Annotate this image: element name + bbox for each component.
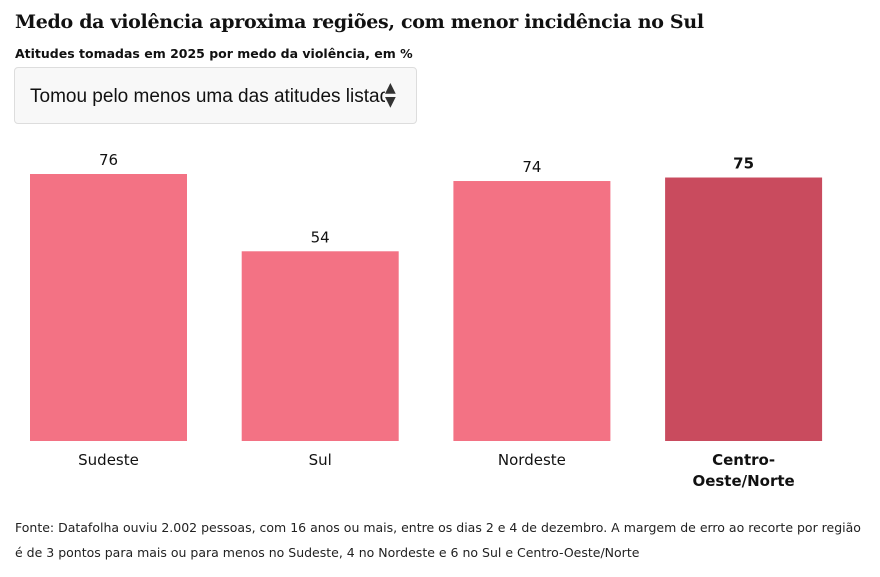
bar-Centro-Oeste/Norte [665,177,823,441]
bar-Sul [241,251,399,441]
select-value: Tomou pelo menos uma das atitudes listad… [30,86,385,107]
chart-title: Medo da violência aproxima regiões, com … [15,11,704,33]
chart-subtitle: Atitudes tomadas em 2025 por medo da vio… [15,46,413,61]
updown-arrows-icon: ▲ ▼ [385,80,396,110]
value-label: 76 [99,151,118,169]
bar-chart: 76 Sudeste 54 Sul 74 Nordeste 75 Centro- Oeste/N… [30,151,823,490]
category-label: Centro- [712,451,775,469]
bar-Nordeste [453,181,611,442]
category-label: Sul [309,451,332,469]
category-label: Oeste/Norte [692,472,794,490]
bar-Sudeste [30,174,187,441]
attitude-select[interactable]: Tomou pelo menos uma das atitudes listad… [14,67,417,124]
category-label: Sudeste [78,451,139,469]
value-label: 75 [733,155,754,173]
source-note: Fonte: Datafolha ouviu 2.002 pessoas, co… [15,520,861,560]
value-label: 74 [522,158,541,176]
category-label: Nordeste [498,451,566,469]
value-label: 54 [311,228,330,246]
